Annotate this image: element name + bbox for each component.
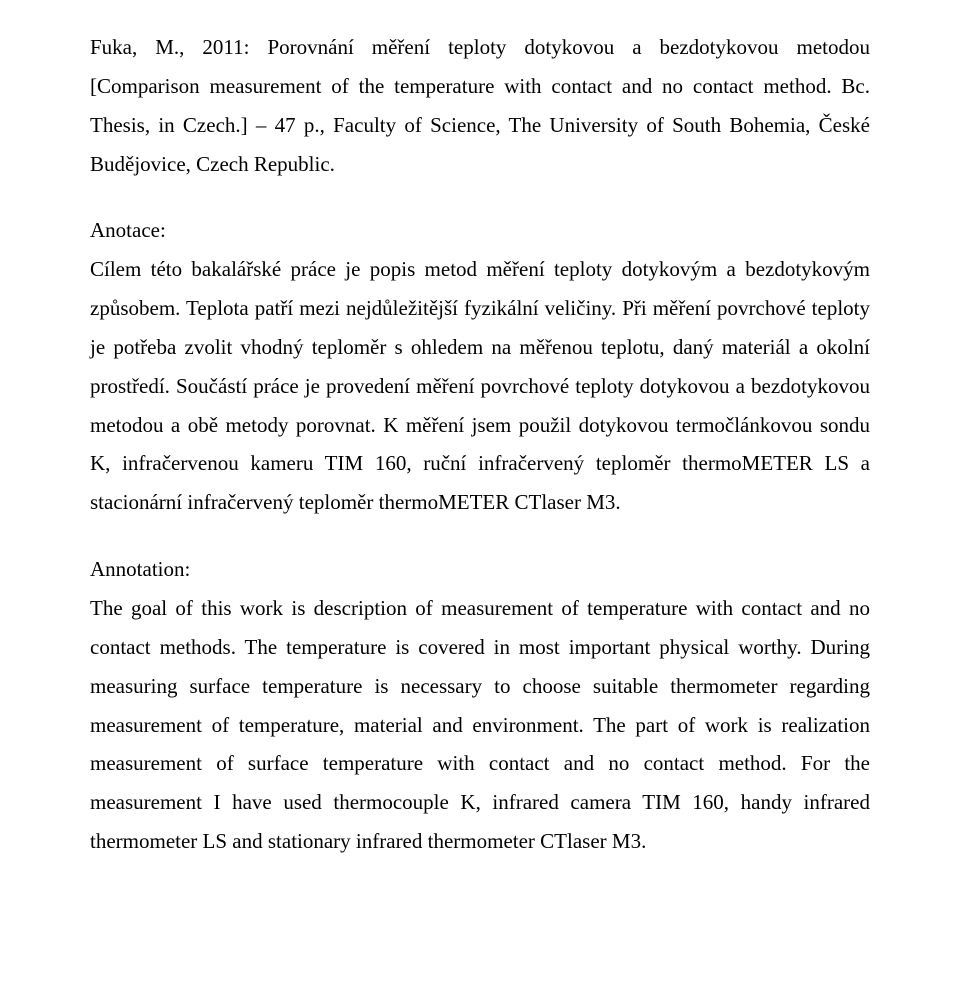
annotation-label: Annotation: [90, 550, 870, 589]
anotace-label: Anotace: [90, 211, 870, 250]
annotation-body: The goal of this work is description of … [90, 589, 870, 861]
anotace-body: Cílem této bakalářské práce je popis met… [90, 250, 870, 522]
document-page: Fuka, M., 2011: Porovnání měření teploty… [0, 0, 960, 1003]
citation-paragraph: Fuka, M., 2011: Porovnání měření teploty… [90, 28, 870, 183]
